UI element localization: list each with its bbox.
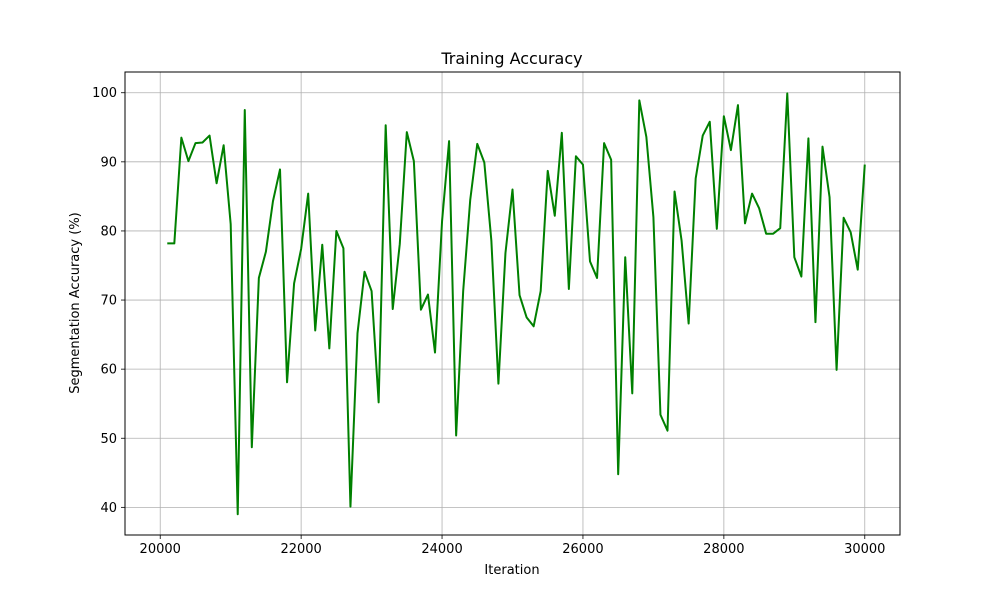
x-axis-label: Iteration (484, 563, 539, 578)
x-tick-label: 20000 (140, 542, 181, 557)
x-tick-label: 28000 (703, 542, 744, 557)
x-tick-label: 22000 (280, 542, 321, 557)
y-tick-label: 60 (100, 363, 117, 378)
y-axis-label: Segmentation Accuracy (%) (68, 212, 83, 393)
y-tick-label: 40 (100, 501, 117, 516)
y-tick-label: 90 (100, 155, 117, 170)
x-tick-label: 26000 (562, 542, 603, 557)
y-tick-label: 100 (92, 86, 117, 101)
x-tick-label: 30000 (844, 542, 885, 557)
chart-title: Training Accuracy (440, 49, 582, 68)
y-tick-label: 80 (100, 224, 117, 239)
x-tick-label: 24000 (421, 542, 462, 557)
y-tick-label: 50 (100, 432, 117, 447)
y-tick-label: 70 (100, 294, 117, 309)
